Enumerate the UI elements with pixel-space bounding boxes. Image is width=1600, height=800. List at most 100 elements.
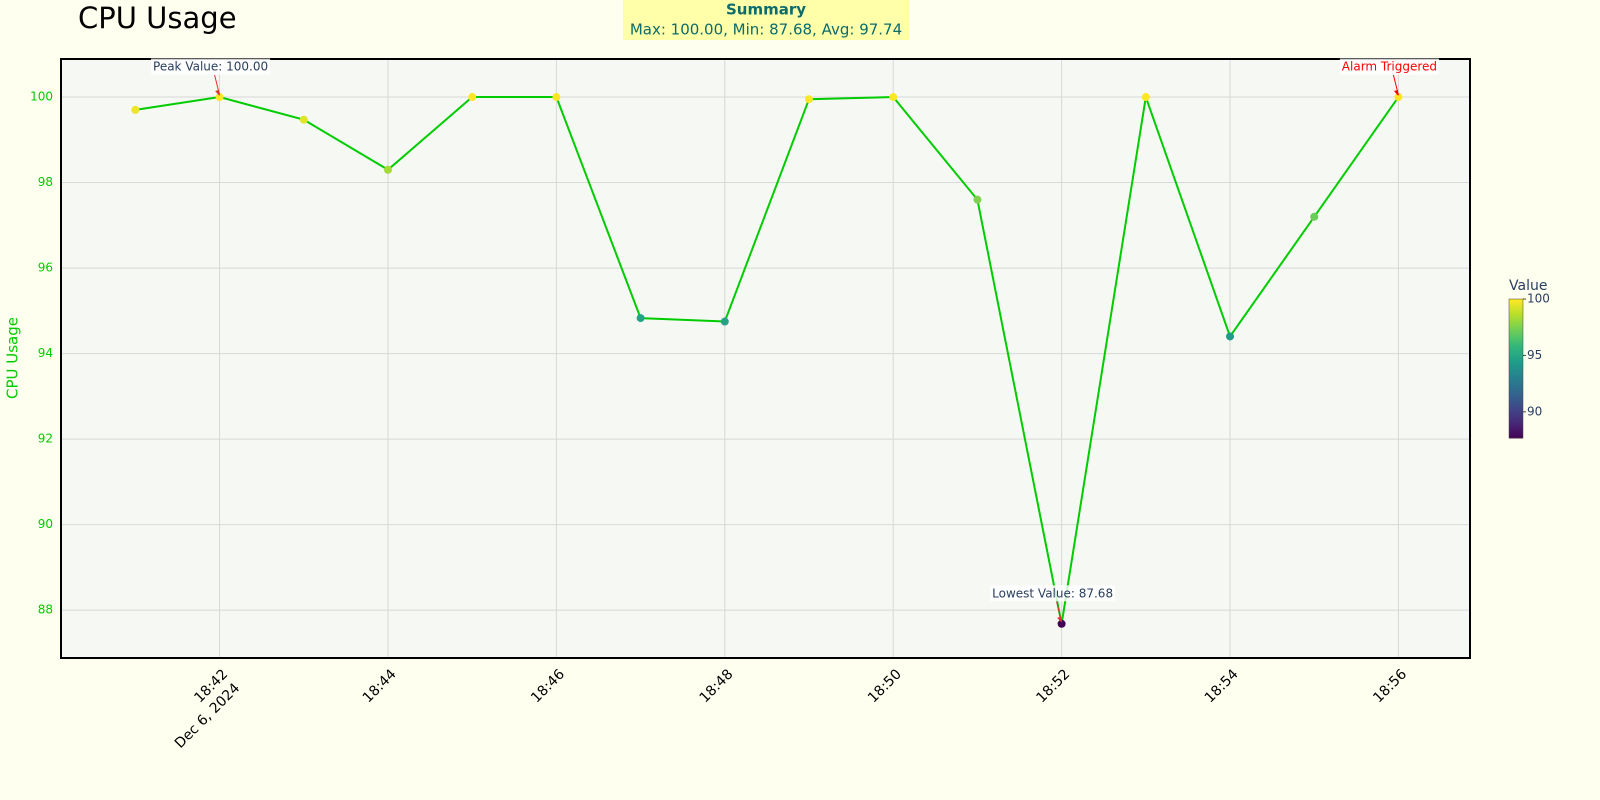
data-point <box>468 93 477 102</box>
colorbar-segment <box>1509 338 1523 342</box>
annotation-background <box>151 58 271 75</box>
colorbar-segment <box>1509 317 1523 321</box>
colorbar-segment <box>1509 431 1523 434</box>
colorbar-segment <box>1509 343 1523 346</box>
y-tick-label: 90 <box>38 517 53 531</box>
colorbar-segment <box>1509 368 1523 372</box>
colorbar-segment <box>1509 424 1523 427</box>
colorbar-segment <box>1509 419 1523 423</box>
colorbar-segment <box>1509 326 1523 330</box>
colorbar-segment <box>1509 356 1523 360</box>
annotation-background <box>990 585 1116 602</box>
colorbar-segment <box>1509 389 1523 393</box>
y-tick-label: 94 <box>38 346 53 360</box>
colorbar-segment <box>1509 403 1523 407</box>
annotation-background <box>1339 58 1440 75</box>
data-point <box>299 115 308 124</box>
summary-title: Summary <box>726 1 806 19</box>
grid <box>61 59 1470 658</box>
annotation-arrowhead <box>1057 616 1062 623</box>
colorbar-segment <box>1509 400 1523 404</box>
colorbar-segment <box>1509 398 1523 402</box>
colorbar-segment <box>1509 308 1523 312</box>
data-point <box>383 165 392 174</box>
colorbar-segment <box>1509 377 1523 381</box>
colorbar-segment <box>1509 382 1523 386</box>
plot-background <box>61 59 1470 658</box>
colorbar-segment <box>1509 387 1523 390</box>
data-point <box>1226 332 1235 341</box>
y-axis-title: CPU Usage <box>4 317 22 399</box>
annotation-label: Peak Value: 100.00 <box>153 60 268 74</box>
colorbar-title: Value <box>1509 278 1547 294</box>
data-point <box>720 317 729 326</box>
colorbar-segment <box>1509 303 1523 307</box>
summary-text: Max: 100.00, Min: 87.68, Avg: 97.74 <box>630 21 902 39</box>
plot-frame <box>60 58 1471 659</box>
data-point <box>1141 93 1150 102</box>
data-point <box>1057 619 1066 628</box>
colorbar-segment <box>1509 417 1523 420</box>
colorbar-segment <box>1509 359 1523 363</box>
data-point <box>1310 212 1319 221</box>
data-point <box>889 93 898 102</box>
chart-title: CPU Usage <box>78 1 237 35</box>
colorbar-segment <box>1509 407 1523 411</box>
colorbar-segment <box>1509 421 1523 425</box>
data-point <box>1394 93 1403 102</box>
annotation-label: Alarm Triggered <box>1342 60 1437 74</box>
data-point <box>215 93 224 102</box>
data-point <box>636 314 645 323</box>
colorbar-segment <box>1509 301 1523 305</box>
colorbar-segment <box>1509 319 1523 323</box>
colorbar-segment <box>1509 299 1523 302</box>
annotation-label: Lowest Value: 87.68 <box>992 586 1113 600</box>
colorbar-tick-label: 90 <box>1527 404 1542 418</box>
y-tick-label: 100 <box>30 90 53 104</box>
data-point <box>552 93 561 102</box>
colorbar-segment <box>1509 345 1523 349</box>
summary-box <box>623 0 909 40</box>
colorbar-segment <box>1509 361 1523 365</box>
colorbar-segment <box>1509 352 1523 356</box>
colorbar-segment <box>1509 391 1523 395</box>
colorbar-segment <box>1509 380 1523 383</box>
y-tick-label: 96 <box>38 261 53 275</box>
data-point <box>131 105 140 114</box>
annotation-arrowhead <box>215 90 220 97</box>
annotation-arrowhead <box>1393 90 1399 97</box>
colorbar-segment <box>1509 354 1523 358</box>
colorbar-segment <box>1509 435 1523 439</box>
data-point <box>973 195 982 204</box>
colorbar-segment <box>1509 414 1523 418</box>
marks <box>131 93 1403 628</box>
colorbar-segment <box>1509 310 1523 314</box>
colorbar-segment <box>1509 363 1523 367</box>
colorbar-segment <box>1509 375 1523 379</box>
colorbar-segment <box>1509 331 1523 335</box>
colorbar-segment <box>1509 373 1523 376</box>
colorbar-segment <box>1509 428 1523 432</box>
colorbar-segment <box>1509 324 1523 328</box>
colorbar-segment <box>1509 426 1523 430</box>
colorbar-tick-label: 100 <box>1527 292 1550 306</box>
colorbar-tick-label: 95 <box>1527 348 1542 362</box>
colorbar-segment <box>1509 384 1523 388</box>
colorbar-segment <box>1509 333 1523 337</box>
colorbar-segment <box>1509 396 1523 400</box>
colorbar-segment <box>1509 433 1523 437</box>
y-tick-label: 98 <box>38 175 53 189</box>
colorbar-segment <box>1509 340 1523 344</box>
colorbar-segment <box>1509 349 1523 353</box>
y-tick-label: 88 <box>38 603 53 617</box>
colorbar-segment <box>1509 305 1523 309</box>
colorbar-segment <box>1509 329 1523 332</box>
colorbar-segment <box>1509 336 1523 339</box>
y-tick-label: 92 <box>38 432 53 446</box>
series-line <box>135 96 1400 624</box>
colorbar-segment <box>1509 405 1523 409</box>
colorbar-segment <box>1509 312 1523 316</box>
colorbar-segment <box>1509 393 1523 397</box>
colorbar-segment <box>1509 412 1523 416</box>
